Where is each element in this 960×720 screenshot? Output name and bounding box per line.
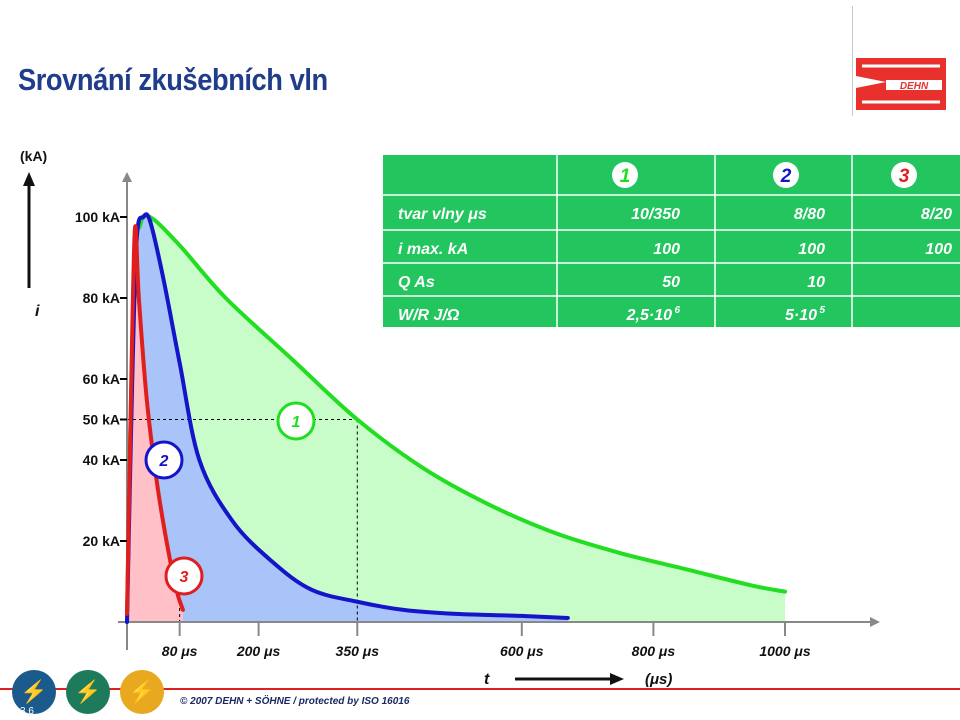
y-axis-arrow bbox=[122, 172, 132, 182]
x-tick-label: 200 μs bbox=[236, 643, 281, 659]
table-row-label: tvar vlny μs bbox=[398, 206, 487, 223]
table-cell: 100 bbox=[925, 241, 952, 258]
wave-line-3 bbox=[125, 224, 185, 616]
surge-protection-icon: ⚡ bbox=[66, 670, 110, 714]
x-tick-label: 800 μs bbox=[632, 643, 676, 659]
lightning-protection-icon: ⚡ bbox=[12, 670, 56, 714]
y-axis-unit: (kA) bbox=[20, 148, 47, 164]
x-tick-label: 350 μs bbox=[336, 643, 380, 659]
x-tick-label: 80 μs bbox=[162, 643, 198, 659]
wave-badge-1 bbox=[276, 401, 316, 441]
x-axis-unit: (μs) bbox=[645, 671, 672, 688]
table-row-label: i max. kA bbox=[398, 241, 468, 258]
table-cell: 2,5·10 bbox=[626, 307, 672, 324]
table-header-label: 1 bbox=[620, 166, 631, 187]
table-cell: 8/20 bbox=[921, 206, 952, 223]
table-header-label: 2 bbox=[780, 166, 792, 187]
wave-badge-label-1: 1 bbox=[292, 414, 301, 431]
table-header-badge bbox=[612, 162, 638, 188]
wave-badge-3 bbox=[164, 556, 204, 596]
table-cell: 8/80 bbox=[794, 206, 825, 223]
wave-badge-label-2: 2 bbox=[159, 453, 169, 470]
wave-badge-2 bbox=[144, 440, 184, 480]
table-cell-superscript: 6 bbox=[674, 305, 680, 316]
page-number: 3.6 bbox=[20, 706, 34, 717]
table-cell-superscript: 5 bbox=[819, 305, 825, 316]
y-direction-arrowhead bbox=[23, 172, 35, 186]
page-title: Srovnání zkušebních vln bbox=[18, 62, 328, 97]
y-axis-symbol: i bbox=[35, 303, 40, 320]
dehn-logo: DEHN bbox=[856, 58, 946, 110]
table-cell: 10 bbox=[807, 274, 825, 291]
table-row-label: Q As bbox=[398, 274, 435, 291]
footer-line bbox=[0, 688, 960, 690]
table-cell: 100 bbox=[653, 241, 680, 258]
x-direction-arrowhead bbox=[610, 673, 624, 685]
x-tick-label: 600 μs bbox=[500, 643, 544, 659]
wave-area-1 bbox=[127, 215, 785, 622]
table-row-label: W/R J/Ω bbox=[398, 307, 460, 324]
x-tick-label: 1000 μs bbox=[759, 643, 810, 659]
x-axis-arrow bbox=[870, 617, 880, 627]
y-tick-label: 20 kA bbox=[83, 533, 120, 549]
table-cell: 5·10 bbox=[785, 307, 817, 324]
table-header-badge bbox=[773, 162, 799, 188]
safety-equipment-icon: ⚡ bbox=[120, 670, 164, 714]
y-tick-label: 60 kA bbox=[83, 371, 120, 387]
table-header-badge bbox=[891, 162, 917, 188]
y-tick-label: 50 kA bbox=[83, 412, 120, 428]
svg-text:DEHN: DEHN bbox=[900, 81, 929, 92]
copyright-note: © 2007 DEHN + SÖHNE / protected by ISO 1… bbox=[180, 696, 410, 707]
y-tick-label: 40 kA bbox=[83, 452, 120, 468]
y-tick-label: 100 kA bbox=[75, 209, 120, 225]
table-cell: 10/350 bbox=[631, 206, 680, 223]
table-cell: 50 bbox=[662, 274, 680, 291]
header-divider bbox=[852, 6, 853, 116]
table-header-label: 3 bbox=[899, 166, 910, 187]
table-cell: 100 bbox=[798, 241, 825, 258]
wave-badge-label-3: 3 bbox=[180, 569, 189, 586]
wave-area-3 bbox=[127, 226, 183, 622]
parameter-table bbox=[383, 155, 960, 327]
x-axis-symbol: t bbox=[484, 671, 490, 688]
y-tick-label: 80 kA bbox=[83, 290, 120, 306]
